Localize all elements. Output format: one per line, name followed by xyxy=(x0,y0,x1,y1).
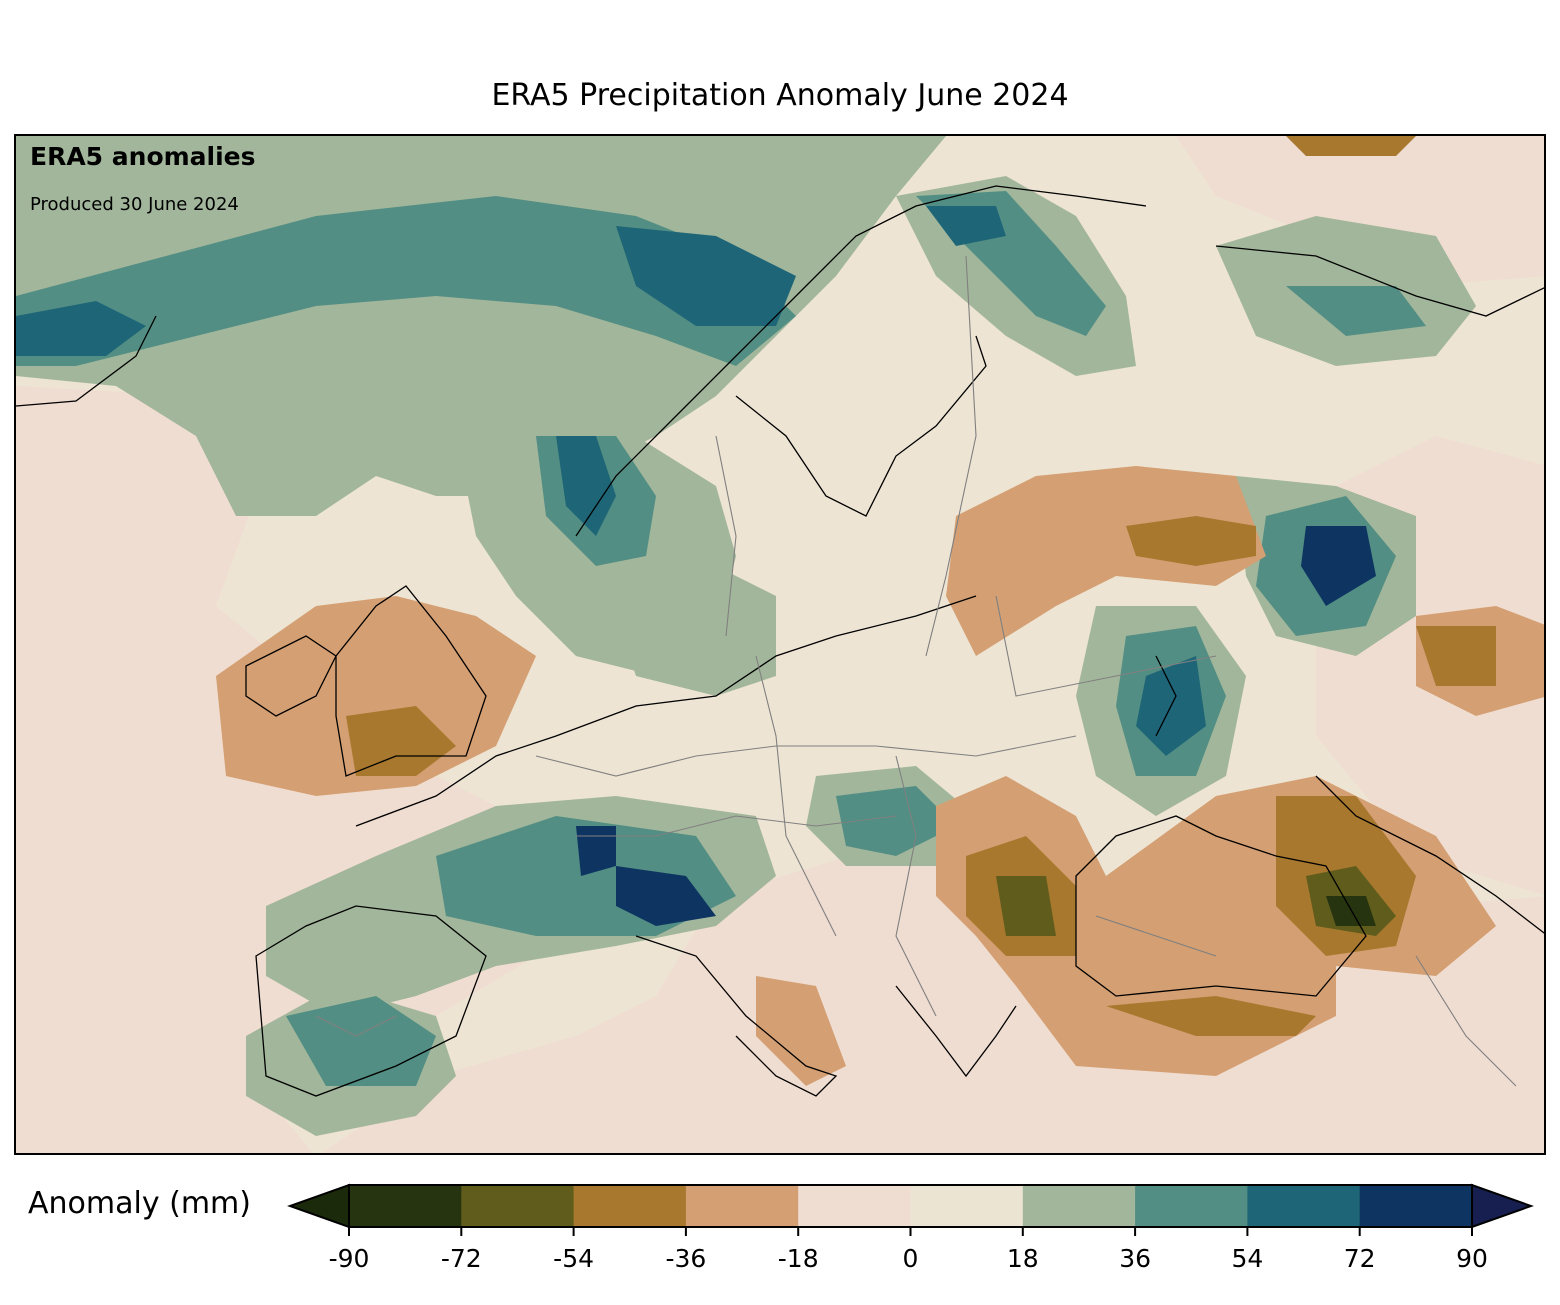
negative-region-northcap xyxy=(1286,136,1416,156)
positive-strong-balkans xyxy=(836,786,956,856)
colorbar-tick-label: -54 xyxy=(553,1244,594,1273)
colorbar-segment xyxy=(349,1185,462,1227)
colorbar-tick-label: 72 xyxy=(1344,1244,1376,1273)
country-borders xyxy=(315,255,1517,1087)
colorbar-segment xyxy=(1022,1185,1136,1227)
colorbar-tick-label: 18 xyxy=(1007,1244,1039,1273)
colorbar-extend-under xyxy=(287,1183,350,1229)
colorbar-segment xyxy=(798,1185,911,1227)
negative-strong-baltic xyxy=(1126,516,1256,566)
positive-region-denmark xyxy=(616,556,776,696)
positive-strong-iberia xyxy=(286,996,436,1086)
negative-region-north xyxy=(1176,136,1544,286)
negative-strong-turkey xyxy=(1106,996,1316,1036)
positive-region-northatlantic xyxy=(16,136,946,516)
colorbar-segment xyxy=(910,1185,1024,1227)
colorbar-segment xyxy=(573,1185,687,1227)
positive-max-russia xyxy=(1301,526,1376,606)
colorbar-tick-label: 90 xyxy=(1456,1244,1488,1273)
colorbar-tick-label: -72 xyxy=(441,1244,482,1273)
map-label-sub: Produced 30 June 2024 xyxy=(30,194,239,215)
colorbar-tick-label: 54 xyxy=(1231,1244,1263,1273)
positive-max-lapland xyxy=(926,206,1006,246)
colorbar-tick-label: 0 xyxy=(903,1244,919,1273)
negative-max-blacksea-west xyxy=(996,876,1056,936)
colorbar-tick-label: -36 xyxy=(665,1244,706,1273)
positive-max-alps xyxy=(616,866,716,926)
anomaly-contours xyxy=(16,136,1544,1153)
colorbar-segments xyxy=(287,1183,1534,1229)
coastlines xyxy=(16,185,1544,1097)
negative-strong-east xyxy=(1416,626,1496,686)
positive-max-north xyxy=(616,226,796,326)
colorbar-segment xyxy=(1359,1185,1473,1227)
colorbar-label: Anomaly (mm) xyxy=(28,1186,251,1221)
positive-strong-northeast xyxy=(1286,286,1426,336)
colorbar: -90 -72 -54 -36 -18 0 18 36 54 72 90 xyxy=(287,1183,1534,1273)
map-title: ERA5 Precipitation Anomaly June 2024 xyxy=(491,78,1069,113)
anomaly-field xyxy=(16,136,1544,1153)
positive-max-norway xyxy=(556,436,616,536)
colorbar-tick-label: -18 xyxy=(778,1244,819,1273)
colorbar-segment xyxy=(1135,1185,1248,1227)
negative-region-baltic xyxy=(946,466,1266,656)
positive-max-alps-west xyxy=(576,826,616,876)
positive-max-atlantic xyxy=(16,301,146,356)
colorbar-tick-label: -90 xyxy=(329,1244,370,1273)
colorbar-extend-over xyxy=(1471,1183,1534,1229)
colorbar-segment xyxy=(685,1185,799,1227)
colorbar-ticks: -90 -72 -54 -36 -18 0 18 36 54 72 90 xyxy=(329,1227,1488,1273)
colorbar-tick-label: 36 xyxy=(1119,1244,1151,1273)
negative-region-italy xyxy=(756,976,846,1086)
map-area xyxy=(14,134,1546,1155)
negative-strong-britain xyxy=(346,706,456,776)
colorbar-segment xyxy=(461,1185,575,1227)
colorbar-segment xyxy=(1247,1185,1361,1227)
map-label-main: ERA5 anomalies xyxy=(30,142,256,171)
positive-strong-atlantic xyxy=(16,196,796,366)
